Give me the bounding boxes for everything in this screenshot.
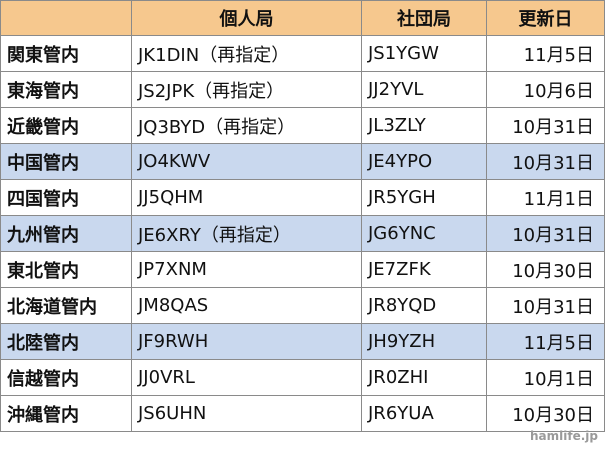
- cell-club-station: JE7ZFK: [361, 251, 487, 288]
- cell-region: 東海管内: [0, 71, 132, 108]
- cell-update-date: 11月5日: [486, 323, 605, 360]
- cell-club-station: JR0ZHI: [361, 359, 487, 396]
- cell-personal-station: JM8QAS: [131, 287, 362, 324]
- cell-club-station: JS1YGW: [361, 35, 487, 72]
- header-region: [0, 0, 132, 36]
- cell-update-date: 10月31日: [486, 143, 605, 180]
- cell-update-date: 10月31日: [486, 107, 605, 144]
- cell-update-date: 10月30日: [486, 395, 605, 432]
- cell-club-station: JJ2YVL: [361, 71, 487, 108]
- cell-club-station: JL3ZLY: [361, 107, 487, 144]
- cell-update-date: 10月31日: [486, 215, 605, 252]
- cell-personal-station: JQ3BYD（再指定）: [131, 107, 362, 144]
- cell-region: 中国管内: [0, 143, 132, 180]
- cell-personal-station: JK1DIN（再指定）: [131, 35, 362, 72]
- cell-region: 北海道管内: [0, 287, 132, 324]
- header-row: 個人局 社団局 更新日: [0, 0, 605, 36]
- cell-region: 九州管内: [0, 215, 132, 252]
- table-row: 北陸管内 JF9RWH JH9YZH 11月5日: [0, 323, 605, 360]
- cell-region: 北陸管内: [0, 323, 132, 360]
- cell-personal-station: JE6XRY（再指定）: [131, 215, 362, 252]
- header-club-station: 社団局: [361, 0, 487, 36]
- cell-region: 四国管内: [0, 179, 132, 216]
- cell-personal-station: JS6UHN: [131, 395, 362, 432]
- cell-personal-station: JJ0VRL: [131, 359, 362, 396]
- table-row: 東海管内 JS2JPK（再指定） JJ2YVL 10月6日: [0, 71, 605, 108]
- cell-region: 信越管内: [0, 359, 132, 396]
- cell-club-station: JH9YZH: [361, 323, 487, 360]
- table-body: 関東管内 JK1DIN（再指定） JS1YGW 11月5日 東海管内 JS2JPK（再指定…: [0, 35, 605, 432]
- table-row: 東北管内 JP7XNM JE7ZFK 10月30日: [0, 251, 605, 288]
- cell-club-station: JR8YQD: [361, 287, 487, 324]
- cell-club-station: JG6YNC: [361, 215, 487, 252]
- header-update-date: 更新日: [486, 0, 605, 36]
- table-row: 北海道管内 JM8QAS JR8YQD 10月31日: [0, 287, 605, 324]
- cell-update-date: 10月6日: [486, 71, 605, 108]
- cell-region: 東北管内: [0, 251, 132, 288]
- cell-club-station: JE4YPO: [361, 143, 487, 180]
- table-row: 九州管内 JE6XRY（再指定） JG6YNC 10月31日: [0, 215, 605, 252]
- cell-personal-station: JO4KWV: [131, 143, 362, 180]
- cell-club-station: JR5YGH: [361, 179, 487, 216]
- cell-update-date: 11月5日: [486, 35, 605, 72]
- cell-region: 関東管内: [0, 35, 132, 72]
- cell-update-date: 11月1日: [486, 179, 605, 216]
- cell-update-date: 10月31日: [486, 287, 605, 324]
- table-row: 沖縄管内 JS6UHN JR6YUA 10月30日: [0, 395, 605, 432]
- table-row: 信越管内 JJ0VRL JR0ZHI 10月1日: [0, 359, 605, 396]
- callsign-table: 個人局 社団局 更新日 関東管内 JK1DIN（再指定） JS1YGW 11月5日 東海…: [0, 0, 605, 432]
- cell-update-date: 10月1日: [486, 359, 605, 396]
- cell-personal-station: JJ5QHM: [131, 179, 362, 216]
- cell-club-station: JR6YUA: [361, 395, 487, 432]
- cell-personal-station: JP7XNM: [131, 251, 362, 288]
- table-header: 個人局 社団局 更新日: [0, 0, 605, 36]
- cell-region: 沖縄管内: [0, 395, 132, 432]
- table-row: 関東管内 JK1DIN（再指定） JS1YGW 11月5日: [0, 35, 605, 72]
- table-row: 近畿管内 JQ3BYD（再指定） JL3ZLY 10月31日: [0, 107, 605, 144]
- cell-region: 近畿管内: [0, 107, 132, 144]
- cell-update-date: 10月30日: [486, 251, 605, 288]
- cell-personal-station: JF9RWH: [131, 323, 362, 360]
- cell-personal-station: JS2JPK（再指定）: [131, 71, 362, 108]
- table-row: 中国管内 JO4KWV JE4YPO 10月31日: [0, 143, 605, 180]
- watermark: hamlife.jp: [530, 429, 598, 443]
- header-personal-station: 個人局: [131, 0, 362, 36]
- table-row: 四国管内 JJ5QHM JR5YGH 11月1日: [0, 179, 605, 216]
